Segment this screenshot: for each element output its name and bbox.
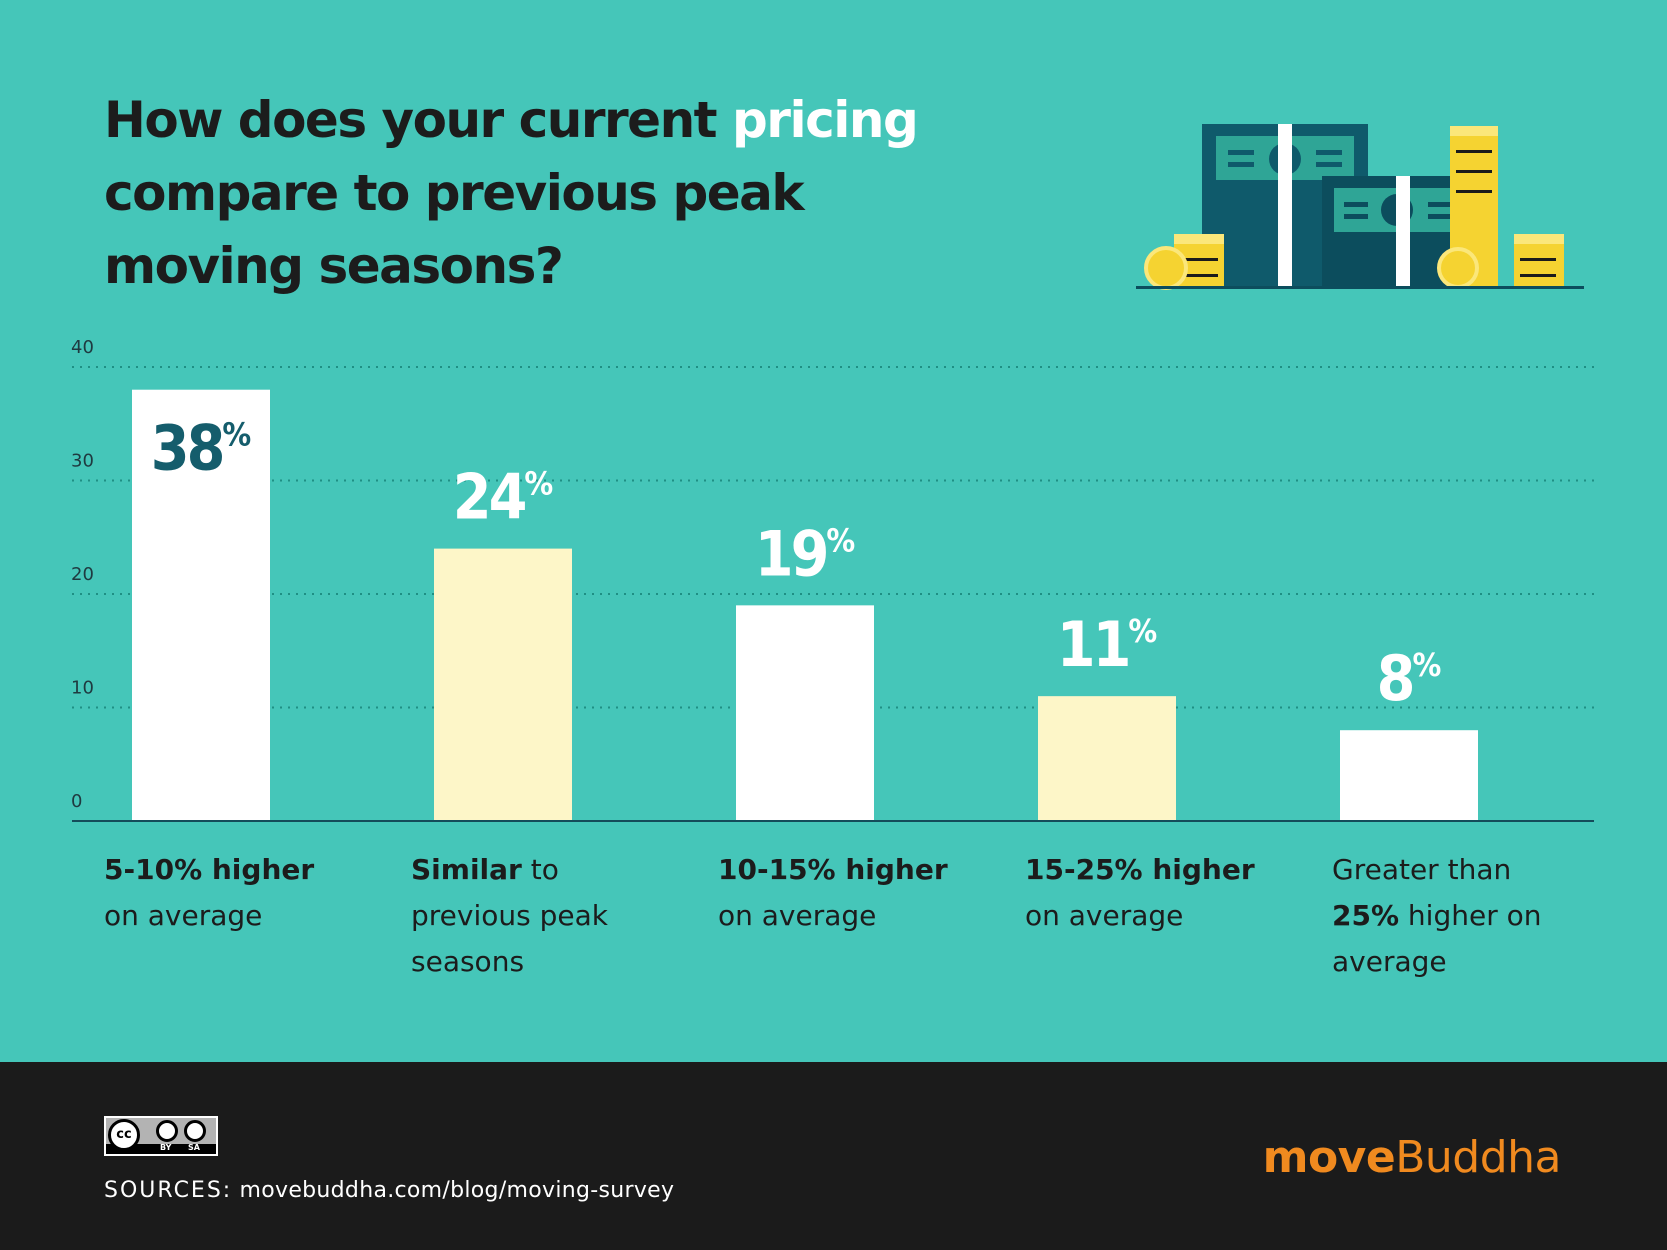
category-label-4: 15-25% higher on average: [1025, 847, 1295, 939]
badge-bottom: [106, 1144, 216, 1154]
title-highlight: pricing: [732, 91, 919, 149]
y-axis-ticks: 0 10 20 30 40: [71, 337, 94, 812]
y-tick-label: 10: [71, 678, 94, 699]
category-label-2-rest: to previous peak seasons: [411, 853, 608, 978]
bar: [434, 548, 572, 821]
brand-logo[interactable]: moveBuddha: [1262, 1132, 1562, 1183]
chart-title: How does your current pricing compare to…: [104, 84, 1004, 303]
brand-part-2: Buddha: [1395, 1132, 1561, 1183]
category-label-3: 10-15% higher on average: [718, 847, 988, 939]
y-tick-label: 20: [71, 564, 94, 585]
category-label-1-rest: on average: [104, 899, 263, 932]
y-tick-label: 40: [71, 337, 94, 358]
brand-part-1: move: [1262, 1132, 1396, 1183]
y-tick-label: 30: [71, 451, 94, 472]
bar: [1340, 730, 1478, 821]
category-label-1-bold: 5-10% higher: [104, 853, 315, 886]
y-tick-label: 0: [71, 791, 82, 812]
creative-commons-badge[interactable]: cc BY SA: [104, 1116, 218, 1156]
title-part-2: compare to previous peak moving seasons?: [104, 164, 805, 295]
category-label-3-rest: on average: [718, 899, 877, 932]
badge-sa-text: SA: [188, 1143, 200, 1152]
footer-bar: cc BY SA SOURCES: movebuddha.com/blog/mo…: [0, 1062, 1667, 1250]
title-part-1: How does your current: [104, 91, 732, 149]
value-label: 8%: [1377, 642, 1442, 715]
value-label: 38%: [151, 412, 251, 485]
sources-label: SOURCES:: [104, 1178, 233, 1203]
category-label-3-bold: 10-15% higher: [718, 853, 948, 886]
sources-line: SOURCES: movebuddha.com/blog/moving-surv…: [104, 1178, 674, 1203]
category-label-1: 5-10% higher on average: [104, 847, 374, 939]
bars: [132, 389, 1478, 821]
bar: [736, 605, 874, 821]
badge-by-text: BY: [160, 1143, 172, 1152]
category-label-5-bold: 25%: [1332, 899, 1400, 932]
category-label-5-pre: Greater than: [1332, 853, 1512, 886]
category-label-5-rest: higher on average: [1332, 899, 1542, 978]
category-label-5: Greater than 25% higher on average: [1332, 847, 1542, 985]
sources-url[interactable]: movebuddha.com/blog/moving-survey: [239, 1178, 675, 1203]
category-label-4-rest: on average: [1025, 899, 1184, 932]
bar: [132, 389, 270, 821]
share-alike-icon: [184, 1120, 206, 1142]
category-label-2: Similar to previous peak seasons: [411, 847, 681, 985]
value-labels: 38% 24% 19% 11% 8%: [151, 412, 1442, 716]
value-label: 11%: [1057, 608, 1157, 681]
money-stacks-and-coins-icon: [1136, 124, 1584, 290]
attribution-icon: [156, 1120, 178, 1142]
value-label: 24%: [453, 461, 553, 534]
category-label-2-bold: Similar: [411, 853, 522, 886]
bar-chart: 0 10 20 30 40 38% 24% 19% 11% 8%: [71, 337, 1594, 822]
value-label: 19%: [755, 517, 855, 590]
category-label-4-bold: 15-25% higher: [1025, 853, 1255, 886]
cc-icon: cc: [108, 1119, 140, 1151]
bar: [1038, 696, 1176, 821]
